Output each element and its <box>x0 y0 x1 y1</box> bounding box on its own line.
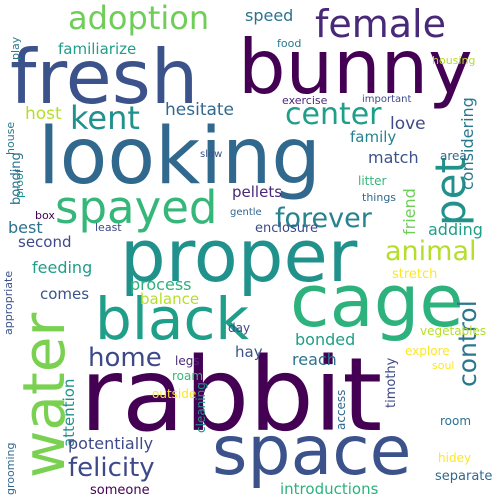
word-pellets: pellets <box>232 183 283 201</box>
word-area: area <box>440 149 467 163</box>
word-gentle: gentle <box>230 207 262 218</box>
word-control: control <box>453 300 482 387</box>
word-exercise: exercise <box>282 94 328 107</box>
word-room: room <box>440 414 472 428</box>
word-space: space <box>212 412 412 491</box>
word-best: best <box>8 218 43 237</box>
word-comes: comes <box>40 285 90 303</box>
word-bonded: bonded <box>295 330 356 349</box>
word-female: female <box>315 2 446 46</box>
word-second: second <box>18 233 72 251</box>
word-potentially: potentially <box>68 434 154 453</box>
word-forever: forever <box>275 203 372 234</box>
word-food: food <box>277 37 302 50</box>
word-soul: soul <box>432 359 455 372</box>
word-stretch: stretch <box>392 267 438 282</box>
word-kent: kent <box>70 99 140 137</box>
word-outside: outside <box>152 387 197 401</box>
word-box: box <box>35 209 55 222</box>
word-proper: proper <box>120 214 358 298</box>
word-explore: explore <box>405 344 450 358</box>
word-litter: litter <box>358 174 387 188</box>
word-host: host <box>25 104 62 124</box>
word-reach: reach <box>292 350 337 369</box>
word-adoption: adoption <box>68 0 210 37</box>
word-spayed: spayed <box>55 181 218 234</box>
word-animal: animal <box>385 236 477 267</box>
word-bunny: bunny <box>238 23 473 111</box>
word-play: play <box>9 36 22 60</box>
word-roam: roam <box>172 369 204 383</box>
word-important: important <box>362 94 412 105</box>
word-looking: looking <box>38 112 321 202</box>
word-black: black <box>95 285 249 353</box>
word-cage: cage <box>290 259 464 343</box>
word-cleaning: cleaning <box>194 382 208 433</box>
word-introductions: introductions <box>280 480 379 498</box>
word-process: process <box>130 275 192 294</box>
word-home: home <box>88 343 162 373</box>
word-bonding: bonding <box>9 152 24 205</box>
word-things: things <box>362 191 397 204</box>
word-felicity: felicity <box>68 453 155 483</box>
word-balance: balance <box>140 290 200 308</box>
word-love: love <box>390 114 426 134</box>
word-hidey: hidey <box>438 451 472 465</box>
word-feeding: feeding <box>32 258 93 277</box>
word-legs: legs <box>175 354 200 368</box>
word-least: least <box>95 221 122 234</box>
word-considering: considering <box>458 97 477 190</box>
word-housing: housing <box>432 54 476 67</box>
word-hay: hay <box>235 343 263 361</box>
word-day: day <box>228 321 251 335</box>
word-familiarize: familiarize <box>58 40 137 58</box>
word-adding: adding <box>428 220 483 239</box>
word-someone: someone <box>90 483 150 498</box>
word-slow: slow <box>200 149 223 160</box>
word-access: access <box>334 389 348 430</box>
word-enclosure: enclosure <box>255 221 319 236</box>
word-match: match <box>368 148 419 167</box>
word-appropriate: appropriate <box>2 270 15 335</box>
word-speed: speed <box>245 6 294 25</box>
word-fresh: fresh <box>10 33 199 121</box>
word-house: house <box>4 121 17 155</box>
word-friend: friend <box>400 188 419 235</box>
word-timothy: timothy <box>384 357 399 408</box>
word-vegetables: vegetables <box>420 324 487 338</box>
word-separate: separate <box>435 469 493 484</box>
word-center: center <box>285 97 382 132</box>
word-family: family <box>350 128 397 146</box>
word-rabbit: rabbit <box>80 336 383 455</box>
word-grooming: grooming <box>4 442 17 495</box>
word-hesitate: hesitate <box>165 100 235 120</box>
